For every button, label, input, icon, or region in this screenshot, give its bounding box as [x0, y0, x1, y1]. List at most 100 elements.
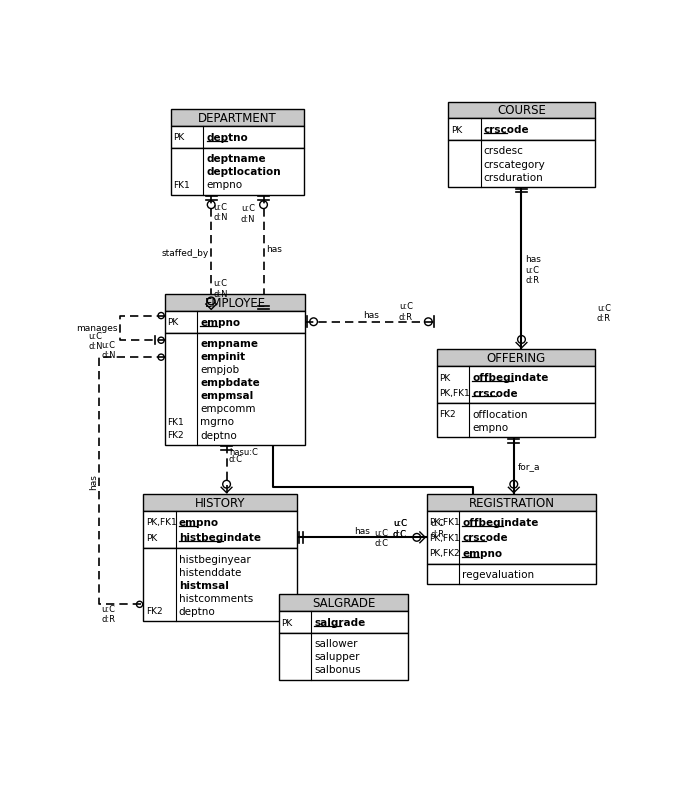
Text: u:C
d:N: u:C d:N — [101, 340, 115, 360]
Bar — [144, 512, 297, 549]
Text: PK: PK — [451, 126, 462, 135]
Bar — [165, 333, 305, 445]
Text: crscode: crscode — [472, 388, 518, 398]
Text: histcomments: histcomments — [179, 593, 253, 603]
Text: u:C
d:C: u:C d:C — [374, 528, 388, 547]
Text: offlocation: offlocation — [472, 409, 528, 419]
Text: SALGRADE: SALGRADE — [312, 597, 375, 610]
Text: u:C
d:N: u:C d:N — [88, 331, 103, 350]
Text: hasu:C: hasu:C — [229, 447, 258, 456]
Text: d:C: d:C — [229, 454, 243, 463]
Text: deptlocation: deptlocation — [206, 167, 282, 177]
Text: FK2: FK2 — [146, 606, 162, 616]
Text: empno: empno — [200, 318, 241, 327]
Text: has: has — [266, 245, 282, 254]
Text: offbegindate: offbegindate — [472, 373, 549, 383]
Text: empinit: empinit — [200, 351, 246, 362]
Bar — [427, 564, 596, 585]
Text: COURSE: COURSE — [497, 104, 546, 117]
Text: has: has — [363, 311, 379, 320]
Text: crscategory: crscategory — [484, 160, 546, 169]
Text: histenddate: histenddate — [179, 567, 242, 577]
Text: histmsal: histmsal — [179, 580, 228, 590]
Text: empno: empno — [472, 423, 509, 432]
Bar — [144, 549, 297, 622]
Text: PK: PK — [167, 318, 179, 327]
Text: for_a: for_a — [518, 462, 540, 471]
Text: empno: empno — [206, 180, 243, 190]
Text: empname: empname — [200, 338, 258, 349]
Text: PK,FK2: PK,FK2 — [429, 549, 460, 557]
Text: empmsal: empmsal — [200, 391, 254, 401]
Bar — [448, 103, 595, 119]
Text: u:C
d:R: u:C d:R — [399, 302, 413, 322]
Text: PK: PK — [439, 373, 451, 383]
Text: REGISTRATION: REGISTRATION — [469, 496, 555, 509]
Text: OFFERING: OFFERING — [486, 352, 545, 365]
Text: crscode: crscode — [462, 533, 508, 543]
Text: DEPARTMENT: DEPARTMENT — [198, 112, 277, 125]
Bar — [279, 611, 408, 633]
Bar — [427, 495, 596, 512]
Text: FK2: FK2 — [167, 431, 184, 439]
Text: has: has — [525, 255, 541, 264]
Text: u:C
d:R: u:C d:R — [101, 604, 115, 623]
Bar — [171, 127, 304, 148]
Text: EMPLOYEE: EMPLOYEE — [204, 297, 266, 310]
Text: u:C
d:N: u:C d:N — [241, 205, 255, 224]
Bar — [448, 119, 595, 141]
Bar — [437, 350, 595, 367]
Text: PK: PK — [173, 133, 185, 142]
Text: deptno: deptno — [200, 430, 237, 440]
Bar — [437, 404, 595, 438]
Text: salbonus: salbonus — [315, 665, 361, 674]
Text: empno: empno — [179, 517, 219, 527]
Text: offbegindate: offbegindate — [462, 517, 539, 527]
Text: regevaluation: regevaluation — [462, 569, 534, 579]
Text: empbdate: empbdate — [200, 378, 260, 387]
Bar — [448, 141, 595, 188]
Text: mgrno: mgrno — [200, 417, 235, 427]
Bar — [165, 311, 305, 333]
Text: has: has — [90, 473, 99, 489]
Bar — [427, 512, 596, 564]
Text: has: has — [354, 526, 370, 535]
Text: u:C
d:C: u:C d:C — [393, 519, 407, 538]
Text: FK1: FK1 — [167, 417, 184, 427]
Bar — [279, 633, 408, 680]
Bar — [279, 594, 408, 611]
Text: sallower: sallower — [315, 638, 358, 648]
Text: u:C
d:C: u:C d:C — [393, 519, 407, 538]
Text: staffed_by: staffed_by — [161, 249, 209, 258]
Text: u:C
d:N: u:C d:N — [213, 203, 228, 222]
Text: FK1: FK1 — [173, 180, 190, 189]
Text: histbeginyear: histbeginyear — [179, 554, 250, 564]
Text: histbegindate: histbegindate — [179, 533, 261, 543]
Text: empjob: empjob — [200, 365, 239, 375]
Text: PK,FK1: PK,FK1 — [146, 518, 177, 527]
Text: crsduration: crsduration — [484, 172, 544, 182]
Text: salupper: salupper — [315, 651, 360, 662]
Text: manages: manages — [77, 324, 118, 333]
Text: deptno: deptno — [179, 606, 215, 616]
Text: deptno: deptno — [206, 133, 248, 143]
Text: PK: PK — [146, 533, 157, 542]
Text: PK,FK1: PK,FK1 — [429, 518, 460, 527]
Text: u:C
d:R: u:C d:R — [431, 519, 444, 538]
Bar — [171, 148, 304, 196]
Bar — [171, 110, 304, 127]
Bar — [165, 294, 305, 311]
Text: empno: empno — [462, 548, 502, 558]
Text: crsdesc: crsdesc — [484, 146, 524, 156]
Text: PK,FK1: PK,FK1 — [439, 389, 470, 398]
Text: u:C
d:R: u:C d:R — [525, 265, 540, 285]
Text: crscode: crscode — [484, 125, 529, 135]
Bar — [437, 367, 595, 404]
Text: u:C
d:N: u:C d:N — [213, 279, 228, 298]
Text: u:C
d:R: u:C d:R — [597, 303, 611, 322]
Text: deptname: deptname — [206, 154, 266, 164]
Bar — [144, 495, 297, 512]
Text: empcomm: empcomm — [200, 404, 256, 414]
Text: PK,FK1: PK,FK1 — [429, 533, 460, 542]
Text: PK: PK — [282, 618, 293, 626]
